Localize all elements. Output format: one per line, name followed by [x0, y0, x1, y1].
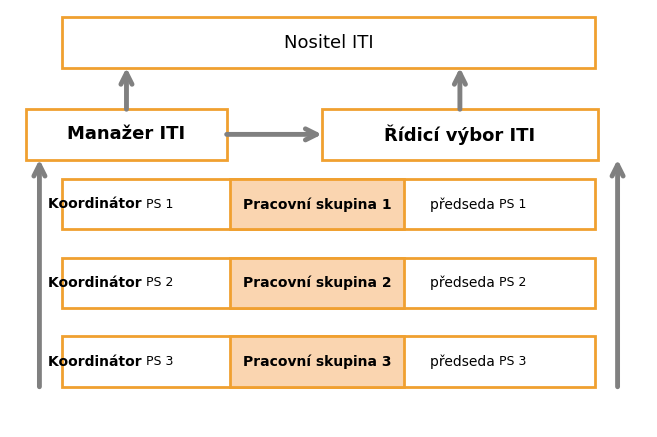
- Text: PS 3: PS 3: [146, 355, 173, 368]
- Text: Pracovní skupina 1: Pracovní skupina 1: [242, 197, 392, 212]
- Text: Koordinátor: Koordinátor: [48, 276, 146, 290]
- Text: Řídicí výbor ITI: Řídicí výbor ITI: [384, 124, 535, 145]
- Text: Koordinátor: Koordinátor: [48, 354, 146, 369]
- Text: Koordinátor: Koordinátor: [48, 197, 146, 212]
- Text: předseda: předseda: [430, 276, 499, 290]
- Bar: [62, 17, 595, 68]
- Text: Pracovní skupina 2: Pracovní skupina 2: [242, 276, 392, 290]
- Bar: [26, 109, 227, 160]
- Text: PS 2: PS 2: [499, 277, 527, 289]
- Text: PS 2: PS 2: [146, 277, 173, 289]
- Text: Manažer ITI: Manažer ITI: [68, 125, 185, 143]
- Bar: [322, 109, 598, 160]
- Text: PS 3: PS 3: [499, 355, 527, 368]
- Bar: [230, 258, 404, 308]
- Bar: [230, 336, 404, 387]
- Text: předseda: předseda: [430, 354, 499, 369]
- Bar: [62, 179, 595, 229]
- Text: PS 1: PS 1: [499, 198, 527, 211]
- Text: předseda: předseda: [430, 197, 499, 212]
- Bar: [62, 258, 595, 308]
- Text: PS 1: PS 1: [146, 198, 173, 211]
- Text: Nositel ITI: Nositel ITI: [284, 34, 373, 52]
- Bar: [62, 336, 595, 387]
- Bar: [230, 179, 404, 229]
- Text: Pracovní skupina 3: Pracovní skupina 3: [242, 354, 392, 369]
